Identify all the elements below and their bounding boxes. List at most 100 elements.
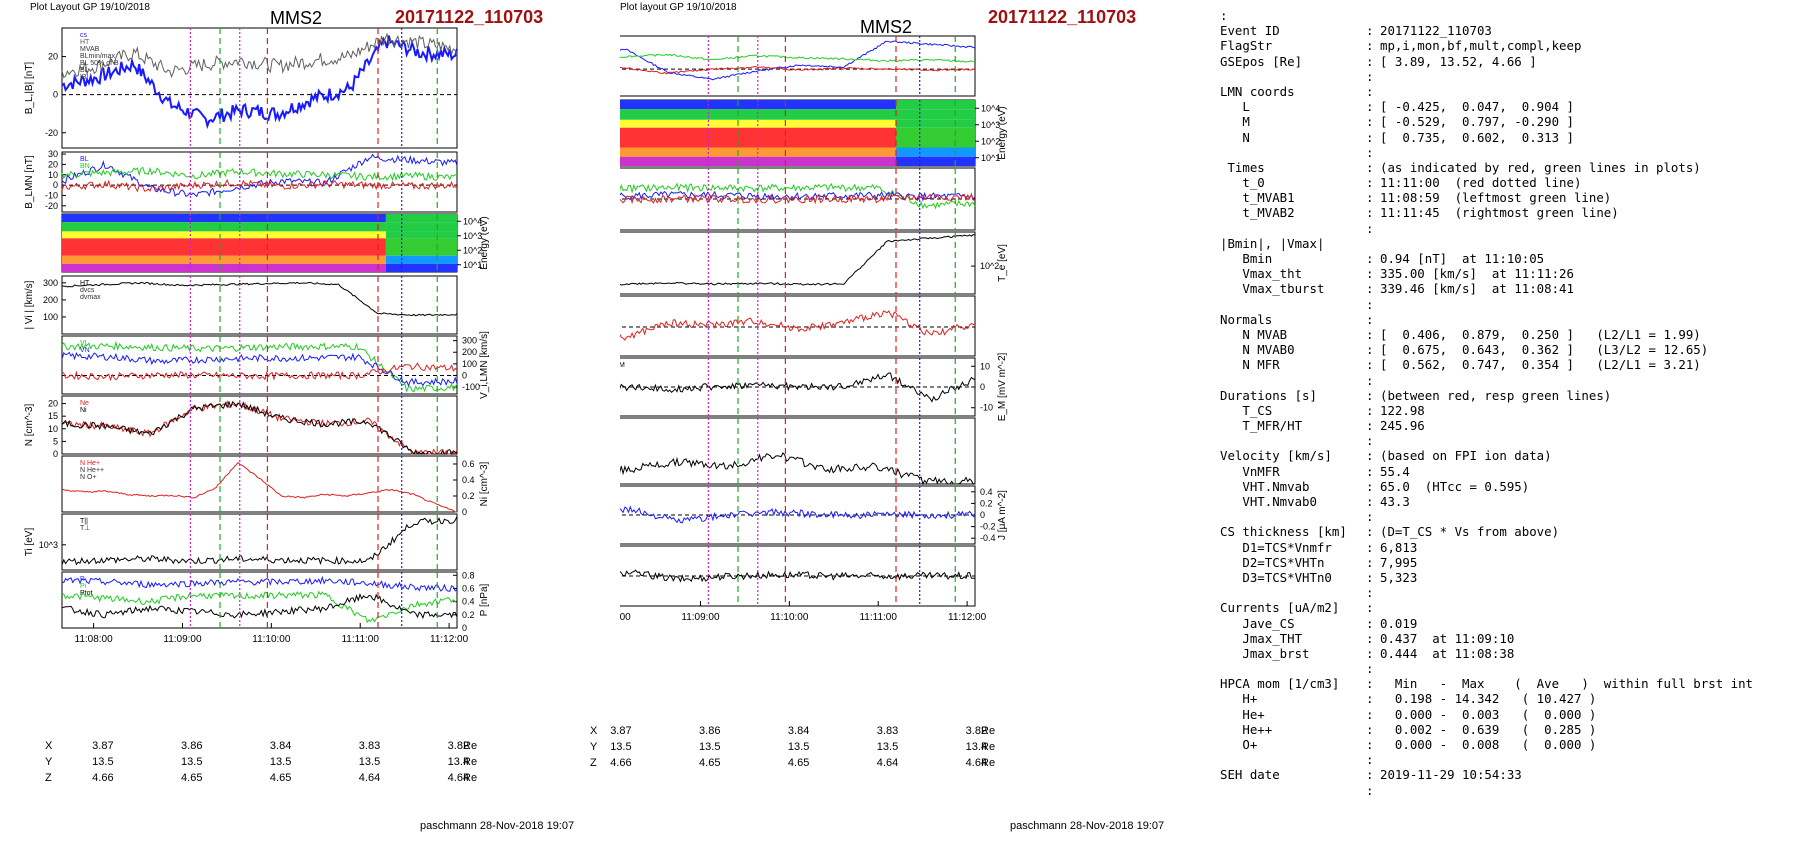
info-key: SEH date bbox=[1220, 767, 1280, 783]
y-tick-label: 0 bbox=[53, 90, 58, 100]
info-key: |Bmin|, |Vmax| bbox=[1220, 235, 1325, 251]
y-tick-label: -10 bbox=[980, 403, 993, 413]
y-tick-label: 0.4 bbox=[462, 475, 475, 485]
x-tick-label: 11:11:00 bbox=[341, 634, 379, 645]
info-value: 0.198 - 14.342 ( 10.427 ) bbox=[1380, 691, 1597, 707]
legend-entry: P bbox=[80, 576, 85, 583]
panel-frame bbox=[620, 417, 976, 485]
info-value: 11:11:45 (rightmost green line) bbox=[1380, 205, 1619, 221]
panel-R7: 0.10.20.30.4|J||J| [μA m^-2] bbox=[620, 417, 976, 486]
info-row: Event ID:20171122_110703 bbox=[1220, 23, 1800, 38]
series-line bbox=[61, 400, 458, 456]
position-value: 4.66 bbox=[610, 757, 632, 769]
panel-L8: 10^3 T||T⊥ Ti [eV] bbox=[24, 513, 458, 571]
info-colon: : bbox=[1366, 68, 1374, 84]
info-row: Bmin:0.94 [nT] at 11:10:05 bbox=[1220, 251, 1800, 266]
position-value: 3.84 bbox=[269, 740, 292, 752]
y-tick-label: 0.2 bbox=[980, 498, 993, 508]
info-row: : bbox=[1220, 145, 1800, 160]
info-key: Velocity [km/s] bbox=[1220, 448, 1332, 464]
y-tick-label: 10^3 bbox=[39, 540, 58, 550]
info-value: 2019-11-29 10:54:33 bbox=[1380, 767, 1522, 783]
y-tick-label: 0.4 bbox=[462, 597, 475, 607]
panel-R4: 10^2T||T⊥T_e [eV] bbox=[620, 231, 1008, 295]
position-label: X bbox=[590, 725, 598, 737]
info-value: 6,813 bbox=[1380, 539, 1418, 555]
panel-frame bbox=[61, 335, 458, 395]
x-tick-label: 11:11:00 bbox=[859, 612, 897, 623]
info-value: [ 0.562, 0.747, 0.354 ] (L2/L1 = 3.21) bbox=[1380, 357, 1701, 373]
info-row: FlagStr: mp,i,mon,bf,mult,compl,keep bbox=[1220, 38, 1800, 53]
y-tick-label: 20 bbox=[48, 159, 58, 169]
info-row: T_CS:122.98 bbox=[1220, 403, 1800, 418]
x-tick-label: 11:12:00 bbox=[430, 634, 469, 645]
spectrogram-band bbox=[620, 109, 896, 120]
info-colon: : bbox=[1366, 175, 1374, 191]
info-row: VHT.Nmvab:65.0 (HTcc = 0.595) bbox=[1220, 479, 1800, 494]
info-key: He+ bbox=[1220, 706, 1265, 722]
legend-entry: BL bbox=[80, 67, 89, 74]
info-row: Durations [s]: (between red, resp green l… bbox=[1220, 388, 1800, 403]
info-colon: : bbox=[1366, 296, 1374, 312]
y-tick-label: 300 bbox=[462, 336, 477, 346]
info-row: D1=TCS*Vnmfr:6,813 bbox=[1220, 540, 1800, 555]
info-colon: : bbox=[1366, 676, 1374, 692]
info-value: 0.000 - 0.003 ( 0.000 ) bbox=[1380, 706, 1597, 722]
info-value: 0.000 - 0.008 ( 0.000 ) bbox=[1380, 737, 1597, 752]
info-row: H+: 0.198 - 14.342 ( 10.427 ) bbox=[1220, 691, 1800, 706]
info-row: He+: 0.000 - 0.003 ( 0.000 ) bbox=[1220, 707, 1800, 722]
info-row: Jmax_THT:0.437 at 11:09:10 bbox=[1220, 631, 1800, 646]
position-value: 3.82 bbox=[447, 740, 470, 752]
position-value: 13.5 bbox=[699, 741, 721, 753]
info-row: t_0:11:11:00 (red dotted line) bbox=[1220, 175, 1800, 190]
panel-L7: 0 0.2 0.4 0.6 N He+N He++N O+ Ni [cm^-3] bbox=[61, 455, 490, 517]
y-tick-label: 200 bbox=[43, 295, 58, 305]
info-row: Vmax_tburst:339.46 [km/s] at 11:08:41 bbox=[1220, 281, 1800, 296]
legend-entry: T⊥ bbox=[80, 525, 90, 532]
info-key: D1=TCS*Vnmfr bbox=[1220, 539, 1332, 555]
position-value: 13.5 bbox=[92, 756, 114, 768]
spectrogram-band bbox=[385, 231, 457, 239]
spectrogram-band bbox=[385, 238, 457, 256]
series-line bbox=[620, 40, 976, 81]
info-row: D2=TCS*VHTn:7,995 bbox=[1220, 555, 1800, 570]
info-row: M: [ -0.529, 0.797, -0.290 ] bbox=[1220, 114, 1800, 129]
y-tick-label: 10^4 bbox=[463, 216, 482, 226]
info-value: 20171122_110703 bbox=[1380, 23, 1492, 39]
info-key: HPCA mom [1/cm3] bbox=[1220, 676, 1340, 692]
legend-entry: N He++ bbox=[80, 467, 104, 474]
position-value: 3.84 bbox=[787, 725, 810, 737]
left-footer: paschmann 28-Nov-2018 19:07 bbox=[420, 820, 575, 832]
info-row: He++: 0.002 - 0.639 ( 0.285 ) bbox=[1220, 722, 1800, 737]
y-axis-label: Energy (eV) bbox=[997, 106, 1008, 159]
position-unit: Re bbox=[463, 756, 478, 768]
info-key: Currents [uA/m2] bbox=[1220, 600, 1340, 616]
y-tick-label: 0 bbox=[980, 510, 985, 520]
panel-frame bbox=[61, 455, 458, 513]
y-tick-label: 0 bbox=[462, 507, 467, 517]
spectrogram-band bbox=[620, 119, 896, 128]
y-axis-label: Energy (eV) bbox=[479, 216, 490, 269]
position-unit: Re bbox=[981, 757, 996, 769]
info-row: t_MVAB1:11:08:59 (leftmost green line) bbox=[1220, 190, 1800, 205]
info-colon: : bbox=[1366, 387, 1374, 403]
right-position-table: X 3.87 3.86 3.84 3.83 3.82 Re Y 13.5 13.5 13.5 13.5… bbox=[590, 725, 1240, 785]
info-value: [ 0.735, 0.602, 0.313 ] bbox=[1380, 129, 1574, 145]
y-tick-label: 10^2 bbox=[980, 261, 999, 271]
info-row: : bbox=[1220, 221, 1800, 236]
y-tick-label: 0 bbox=[980, 382, 985, 392]
y-tick-label: 100 bbox=[462, 359, 477, 369]
info-colon: : bbox=[1366, 311, 1374, 327]
info-row: Normals: bbox=[1220, 312, 1800, 327]
left-header-small: Plot Layout GP 19/10/2018 bbox=[30, 2, 150, 13]
y-tick-label: 20 bbox=[48, 399, 58, 409]
position-value: 13.5 bbox=[787, 741, 810, 753]
series-line bbox=[61, 575, 458, 592]
info-colon: : bbox=[1366, 569, 1374, 585]
spectrogram-band bbox=[896, 147, 975, 157]
info-colon: : bbox=[1366, 463, 1374, 479]
position-value: 3.87 bbox=[92, 740, 114, 752]
panel-frame bbox=[61, 395, 458, 455]
info-row: N MVAB: [ 0.406, 0.879, 0.250 ] (L2/L1 = … bbox=[1220, 327, 1800, 342]
